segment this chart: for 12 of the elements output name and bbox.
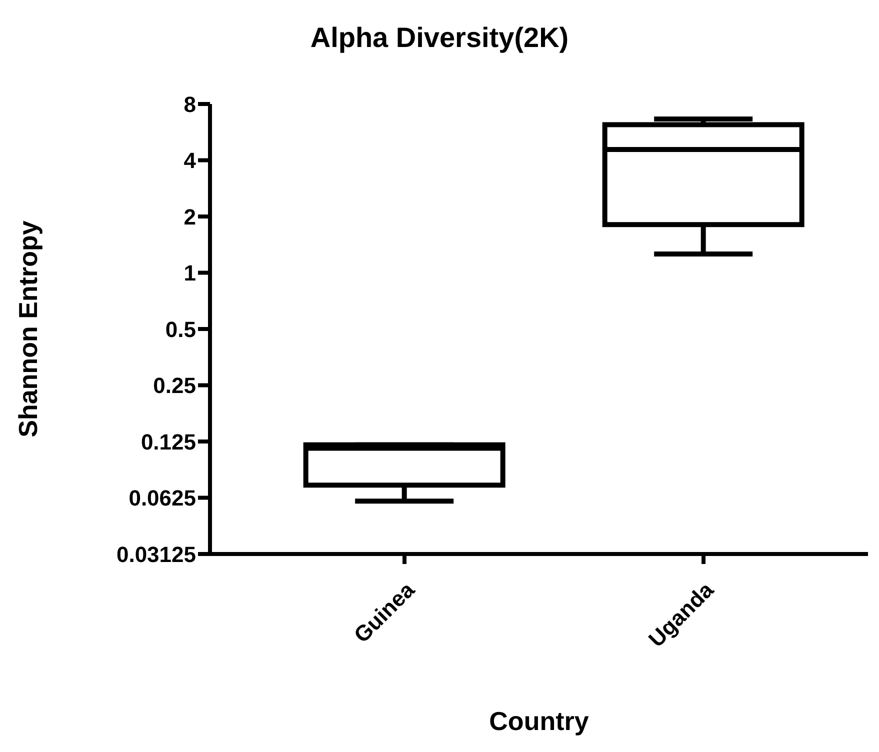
- y-axis-title: Shannon Entropy: [13, 220, 44, 438]
- y-tick-label: 4: [184, 148, 197, 174]
- y-tick-label: 2: [184, 204, 196, 230]
- y-tick-label: 0.125: [140, 429, 196, 454]
- x-axis-title: Country: [489, 706, 590, 736]
- y-tick-label: 0.25: [153, 373, 196, 398]
- y-tick-label: 0.5: [165, 316, 196, 342]
- y-tick-label: 0.0625: [128, 486, 196, 511]
- chart-title: Alpha Diversity(2K): [309, 22, 570, 54]
- y-tick-label: 8: [184, 92, 196, 117]
- y-tick-label: 1: [184, 260, 196, 286]
- y-tick-label: 0.03125: [116, 542, 196, 567]
